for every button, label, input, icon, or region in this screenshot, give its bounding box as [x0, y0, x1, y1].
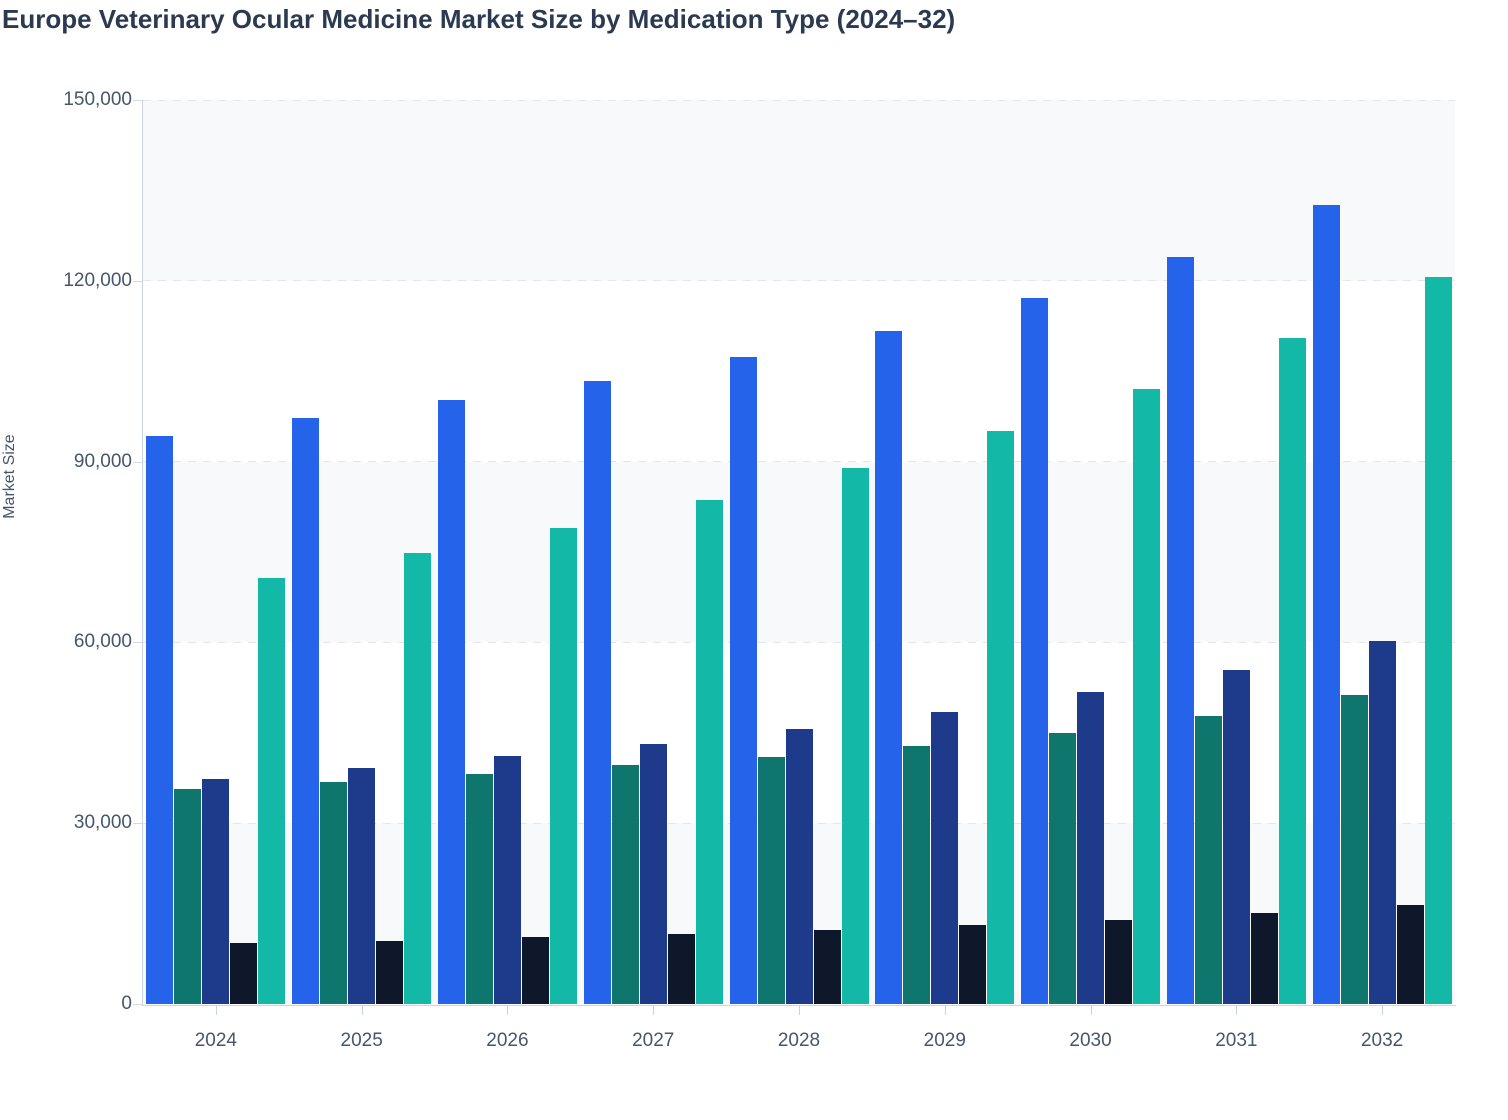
bar-2026-series-5-teal	[550, 528, 577, 1004]
y-tick-label: 120,000	[63, 269, 132, 291]
bar-2032-series-5-teal	[1425, 277, 1452, 1004]
alternate-band	[143, 100, 1455, 281]
x-axis-tick	[1090, 1005, 1092, 1015]
gridline-150,000	[143, 99, 1455, 101]
y-axis-tick	[133, 100, 142, 101]
x-axis-tick	[1382, 1005, 1384, 1015]
x-axis-tick	[361, 1005, 363, 1015]
bar-2027-series-3-navy	[640, 744, 667, 1004]
x-tick-label: 2025	[340, 1030, 383, 1051]
bar-2026-series-2-dark-teal	[466, 774, 493, 1004]
bar-2027-series-1-blue	[584, 381, 611, 1004]
x-tick-label: 2031	[1215, 1030, 1258, 1051]
bar-2025-series-1-blue	[292, 418, 319, 1004]
x-tick-label: 2030	[1069, 1030, 1112, 1051]
bar-2031-series-3-navy	[1223, 670, 1250, 1004]
y-tick-label: 30,000	[73, 812, 132, 834]
bar-2027-series-4-black	[668, 934, 695, 1004]
x-axis-tick	[653, 1005, 655, 1015]
bar-2030-series-2-dark-teal	[1049, 733, 1076, 1004]
y-axis-tick	[133, 461, 142, 463]
bar-2024-series-3-navy	[202, 779, 229, 1004]
x-tick-label: 2024	[194, 1030, 238, 1051]
bar-2024-series-4-black	[230, 943, 257, 1004]
bar-2028-series-1-blue	[730, 357, 757, 1004]
bar-2029-series-5-teal	[987, 431, 1014, 1004]
y-axis-line	[142, 100, 143, 1005]
bar-2025-series-5-teal	[404, 553, 431, 1004]
bar-2028-series-3-navy	[786, 729, 813, 1004]
x-tick-label: 2032	[1360, 1030, 1404, 1051]
bar-2024-series-2-dark-teal	[174, 789, 201, 1004]
x-axis-tick	[215, 1005, 217, 1015]
chart-title: Europe Veterinary Ocular Medicine Market…	[2, 4, 956, 34]
y-tick-label: 60,000	[73, 631, 132, 653]
plot-area	[143, 99, 1455, 1004]
bar-2024-series-5-teal	[258, 578, 285, 1004]
x-tick-label: 2028	[777, 1030, 821, 1051]
y-axis-tick	[133, 642, 142, 644]
bar-2025-series-4-black	[376, 941, 403, 1004]
bar-2030-series-3-navy	[1077, 692, 1104, 1004]
x-axis-tick	[944, 1005, 946, 1015]
y-tick-label: 90,000	[73, 450, 132, 472]
bar-2029-series-2-dark-teal	[903, 746, 930, 1004]
bar-2031-series-5-teal	[1279, 338, 1306, 1004]
bar-2029-series-4-black	[959, 925, 986, 1004]
alternate-band	[143, 461, 1455, 643]
bar-2032-series-4-black	[1397, 905, 1424, 1004]
bar-2025-series-2-dark-teal	[320, 782, 347, 1004]
bar-2027-series-5-teal	[696, 500, 723, 1004]
bar-2029-series-3-navy	[931, 712, 958, 1004]
bar-2032-series-3-navy	[1369, 641, 1396, 1004]
y-tick-label: 0	[121, 993, 132, 1014]
y-tick-label: 150,000	[63, 89, 132, 110]
bar-2032-series-1-blue	[1313, 205, 1340, 1004]
x-tick-label: 2027	[632, 1030, 675, 1051]
y-axis-tick	[133, 1004, 142, 1005]
bar-2028-series-2-dark-teal	[758, 757, 785, 1004]
bar-2026-series-3-navy	[494, 756, 521, 1004]
bar-2029-series-1-blue	[875, 331, 902, 1004]
x-tick-label: 2029	[923, 1030, 966, 1051]
x-axis-line	[142, 1005, 1456, 1006]
x-axis-tick	[799, 1005, 800, 1015]
bar-2026-series-4-black	[522, 937, 549, 1004]
bar-2028-series-4-black	[814, 930, 841, 1004]
bar-2030-series-1-blue	[1021, 298, 1048, 1004]
bar-2032-series-2-dark-teal	[1341, 695, 1368, 1004]
gridline-120,000	[143, 280, 1455, 282]
y-axis-title: Market Size	[1, 434, 18, 519]
gridline-60,000	[143, 641, 1455, 643]
bar-2031-series-2-dark-teal	[1195, 716, 1222, 1004]
bar-2028-series-5-teal	[842, 468, 869, 1004]
y-axis-tick	[133, 823, 142, 825]
bar-2031-series-4-black	[1251, 913, 1278, 1004]
bar-2024-series-1-blue	[146, 436, 173, 1004]
bar-2030-series-4-black	[1105, 920, 1132, 1004]
x-axis-tick	[1236, 1005, 1238, 1015]
bar-2027-series-2-dark-teal	[612, 765, 639, 1004]
bar-2031-series-1-blue	[1167, 257, 1194, 1004]
bar-2030-series-5-teal	[1133, 389, 1160, 1004]
x-axis-tick	[507, 1005, 509, 1015]
y-axis-tick	[133, 280, 142, 282]
x-tick-label: 2026	[486, 1030, 529, 1051]
gridline-90,000	[143, 461, 1455, 463]
bar-2026-series-1-blue	[438, 400, 465, 1004]
bar-2025-series-3-navy	[348, 768, 375, 1004]
